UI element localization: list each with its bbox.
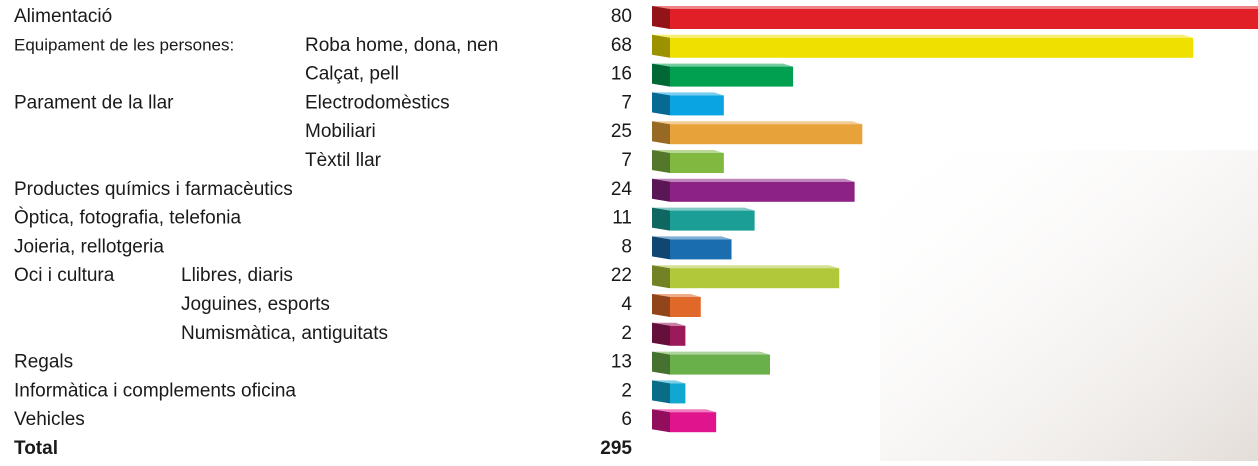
bar-top: [652, 6, 1258, 9]
bar: [670, 9, 1258, 29]
bar: [670, 181, 855, 202]
value-label: 11: [612, 208, 632, 229]
bar-side: [652, 409, 670, 433]
category-label: Numismàtica, antiguitats: [181, 323, 388, 344]
bar-side-shade: [652, 150, 670, 173]
bar-side-shade: [652, 409, 670, 433]
value-label: 7: [621, 150, 632, 171]
category-label: Tèxtil llar: [305, 150, 382, 171]
bar-top: [652, 92, 724, 96]
bar-side: [652, 63, 670, 87]
value-label: 4: [621, 294, 632, 315]
total-label: Total: [14, 438, 58, 459]
bar-side-shade: [652, 265, 670, 289]
bar-side: [652, 351, 670, 375]
bar-side-shade: [652, 92, 670, 116]
bar-side-shade: [652, 236, 670, 260]
bar-side: [652, 236, 670, 260]
bar-top: [652, 351, 770, 355]
bar-side: [652, 121, 670, 145]
bar-side-shade: [652, 121, 670, 145]
bar-top: [652, 63, 794, 67]
bar-side-shade: [652, 294, 670, 317]
bar: [670, 210, 755, 231]
bar-top: [652, 409, 717, 413]
group-label: Parament de la llar: [14, 92, 174, 113]
bar-side: [652, 294, 670, 317]
category-label: Llibres, diaris: [181, 265, 293, 286]
bar-side: [652, 6, 670, 29]
value-label: 7: [621, 92, 632, 113]
category-label: Joguines, esports: [181, 294, 330, 315]
bar-side: [652, 380, 670, 404]
bar: [670, 124, 863, 145]
bar: [670, 95, 724, 116]
value-label: 68: [611, 35, 632, 56]
value-label: 80: [611, 6, 632, 27]
value-label: 25: [611, 121, 632, 142]
group-label: Oci i cultura: [14, 265, 115, 286]
bar-top: [652, 178, 855, 182]
bar: [670, 268, 840, 289]
bar-top: [652, 265, 840, 269]
bar-side-shade: [652, 322, 670, 346]
bar-side-shade: [652, 351, 670, 375]
bar: [670, 239, 732, 260]
group-label: Vehicles: [14, 409, 85, 430]
bar-top: [652, 236, 732, 240]
bar-side-shade: [652, 380, 670, 404]
bar: [670, 37, 1194, 58]
bar: [670, 297, 701, 317]
bar-top: [652, 322, 686, 326]
bar-side: [652, 150, 670, 173]
group-label: Regals: [14, 352, 73, 373]
value-label: 6: [621, 409, 632, 430]
group-label: Informàtica i complements oficina: [14, 380, 296, 401]
bar-side-shade: [652, 6, 670, 29]
bar: [670, 66, 794, 87]
bar-side: [652, 34, 670, 58]
bar-side-shade: [652, 178, 670, 202]
value-label: 24: [611, 179, 633, 200]
value-label: 2: [621, 380, 632, 401]
bar-top: [652, 150, 724, 153]
bar-side-shade: [652, 207, 670, 231]
bar: [670, 325, 686, 346]
bar-side: [652, 92, 670, 116]
group-label: Joieria, rellotgeria: [14, 236, 164, 257]
category-label: Roba home, dona, nen: [305, 35, 498, 56]
bar-top: [652, 294, 701, 297]
group-label: Productes químics i farmacèutics: [14, 179, 293, 200]
bar-side: [652, 207, 670, 231]
bar-side-shade: [652, 63, 670, 87]
value-label: 22: [611, 265, 632, 286]
value-label: 13: [611, 352, 632, 373]
bar: [670, 412, 717, 433]
total-value: 295: [600, 438, 632, 459]
group-label: Alimentació: [14, 6, 112, 27]
bar-top: [652, 207, 755, 211]
category-label: Mobiliari: [305, 121, 376, 142]
bar-side: [652, 265, 670, 289]
bar-top: [652, 380, 686, 384]
group-label: Òptica, fotografia, telefonia: [14, 207, 242, 229]
category-label: Calçat, pell: [305, 64, 399, 85]
bar: [670, 383, 686, 404]
bar-top: [652, 121, 863, 125]
value-label: 8: [621, 236, 632, 257]
category-label: Electrodomèstics: [305, 92, 450, 113]
bar-side: [652, 322, 670, 346]
value-label: 2: [621, 323, 632, 344]
bar: [670, 153, 724, 173]
bar-side: [652, 178, 670, 202]
group-label: Equipament de les persones:: [14, 35, 234, 54]
bar: [670, 354, 770, 375]
bar-side-shade: [652, 34, 670, 58]
bar-top: [652, 34, 1194, 38]
value-label: 16: [611, 64, 632, 85]
background-photo: [880, 150, 1258, 461]
